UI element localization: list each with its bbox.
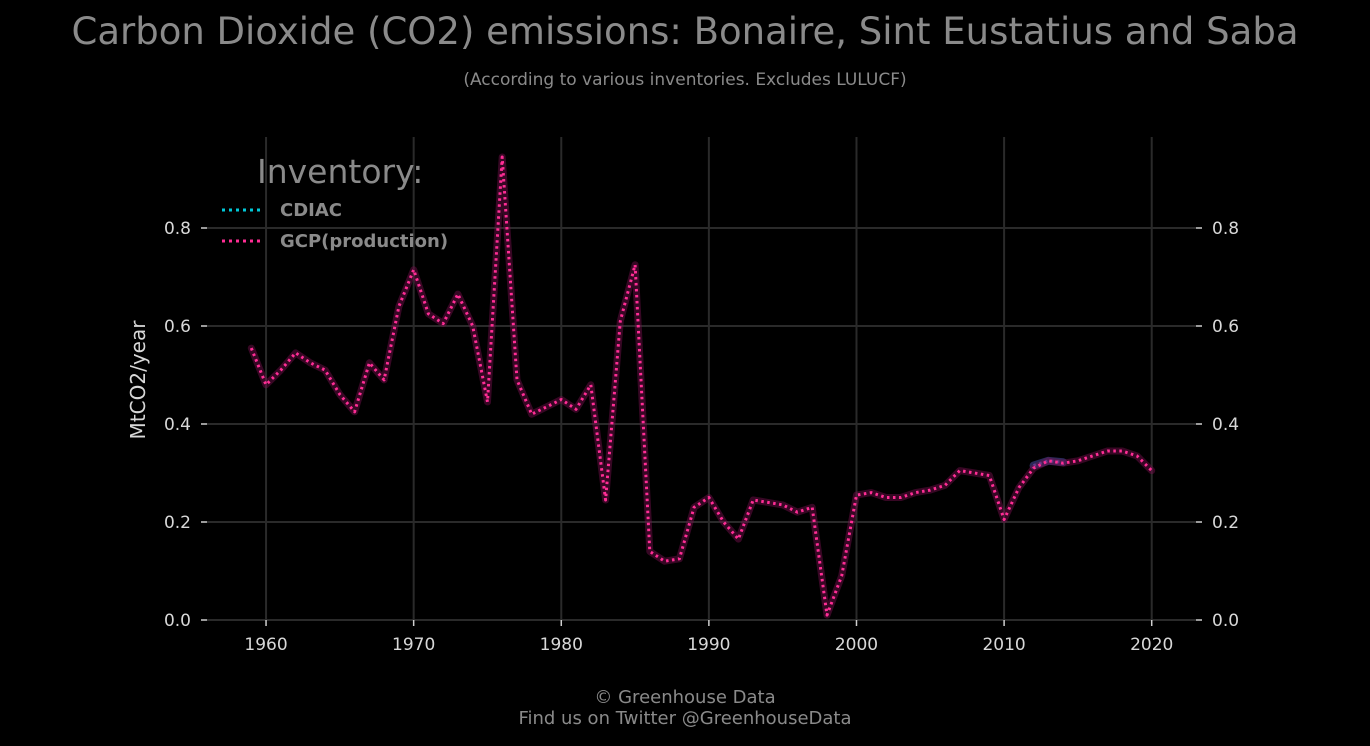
x-tick-label: 1960 xyxy=(244,635,287,655)
legend-label-cdiac: CDIAC xyxy=(280,200,342,221)
series-line-gcp-production xyxy=(249,155,1153,617)
axis-ticks: 1960 1970 1980 1990 2000 2010 2020 0.0 0.0 0.2 0.2… xyxy=(164,219,1239,655)
footer-twitter: Find us on Twitter @GreenhouseData xyxy=(518,708,852,729)
series-layer xyxy=(247,153,1156,619)
y-tick-label-left: 0.6 xyxy=(164,317,191,337)
x-tick-label: 1970 xyxy=(392,635,435,655)
footer-copyright: © Greenhouse Data xyxy=(594,687,776,708)
y-tick-label-right: 0.4 xyxy=(1212,415,1239,435)
legend-label-gcp: GCP(production) xyxy=(280,231,448,252)
y-tick-label-right: 0.0 xyxy=(1212,611,1239,631)
y-tick-label-left: 0.0 xyxy=(164,611,191,631)
y-tick-label-right: 0.2 xyxy=(1212,513,1239,533)
chart-title: Carbon Dioxide (CO2) emissions: Bonaire,… xyxy=(71,10,1299,53)
series-line-cdiac xyxy=(1033,459,1064,468)
x-tick-label: 1980 xyxy=(540,635,583,655)
legend: Inventory: CDIAC GCP(production) xyxy=(222,152,448,252)
y-tick-label-left: 0.4 xyxy=(164,415,191,435)
x-tick-label: 2010 xyxy=(982,635,1025,655)
y-tick-label-right: 0.6 xyxy=(1212,317,1239,337)
y-tick-label-right: 0.8 xyxy=(1212,219,1239,239)
series-glow-gcp-production xyxy=(247,153,1156,619)
grid-lines xyxy=(207,137,1196,621)
x-tick-label: 2000 xyxy=(835,635,878,655)
y-axis-label: MtCO2/year xyxy=(126,320,150,440)
chart-subtitle: (According to various inventories. Exclu… xyxy=(463,70,907,90)
x-tick-label: 2020 xyxy=(1130,635,1173,655)
x-tick-label: 1990 xyxy=(687,635,730,655)
legend-title: Inventory: xyxy=(257,152,423,191)
y-tick-label-left: 0.2 xyxy=(164,513,191,533)
y-tick-label-left: 0.8 xyxy=(164,219,191,239)
